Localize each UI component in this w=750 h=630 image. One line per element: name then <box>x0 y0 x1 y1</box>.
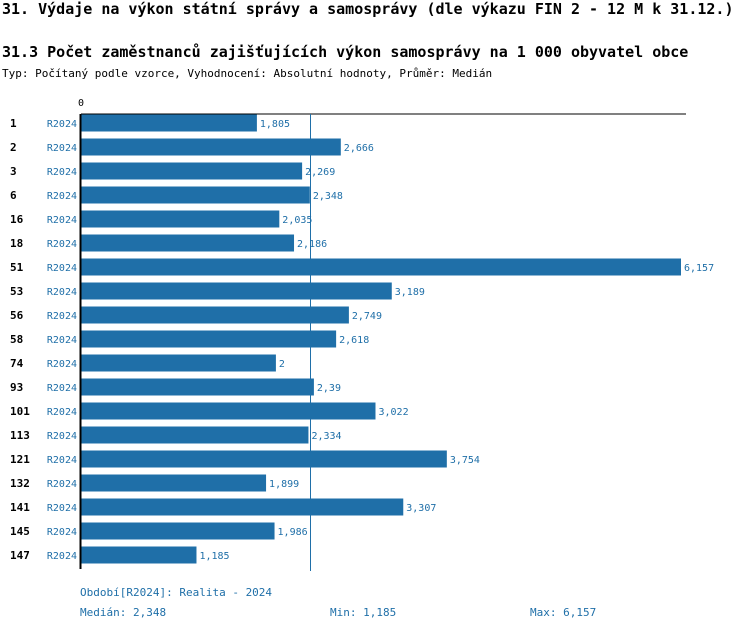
value-label: 3,307 <box>406 503 436 514</box>
bar-18 <box>81 234 295 252</box>
period-label: R2024 <box>47 287 77 298</box>
bar-51 <box>81 258 681 276</box>
period-label: R2024 <box>47 431 77 442</box>
period-label: R2024 <box>47 479 77 490</box>
bar-2 <box>81 138 341 156</box>
bar-113 <box>81 426 309 444</box>
value-label: 2,618 <box>339 335 369 346</box>
value-label: 2 <box>279 359 285 370</box>
period-label: R2024 <box>47 167 77 178</box>
value-label: 3,189 <box>395 287 425 298</box>
footer-median: Medián: 2,348 <box>80 606 167 619</box>
bar-16 <box>81 210 280 228</box>
category-label: 145 <box>10 525 30 538</box>
value-label: 2,666 <box>344 143 374 154</box>
period-label: R2024 <box>47 383 77 394</box>
category-label: 3 <box>10 165 17 178</box>
footer-period: Období[R2024]: Realita - 2024 <box>80 586 273 599</box>
value-label: 2,269 <box>305 167 335 178</box>
value-label: 2,348 <box>313 191 343 202</box>
category-label: 53 <box>10 285 23 298</box>
bar-6 <box>81 186 310 204</box>
value-label: 2,334 <box>311 431 341 442</box>
value-label: 2,035 <box>282 215 312 226</box>
period-label: R2024 <box>47 455 77 466</box>
period-label: R2024 <box>47 407 77 418</box>
category-label: 6 <box>10 189 17 202</box>
value-label: 2,749 <box>352 311 382 322</box>
value-label: 1,805 <box>260 119 290 130</box>
period-label: R2024 <box>47 503 77 514</box>
category-label: 16 <box>10 213 24 226</box>
category-label: 74 <box>10 357 24 370</box>
bar-121 <box>81 450 447 468</box>
category-label: 121 <box>10 453 30 466</box>
category-label: 2 <box>10 141 17 154</box>
chart-title: 31.3 Počet zaměstnanců zajišťujících výk… <box>2 43 689 61</box>
category-label: 132 <box>10 477 30 490</box>
category-label: 93 <box>10 381 23 394</box>
value-label: 3,754 <box>450 455 480 466</box>
category-label: 147 <box>10 549 30 562</box>
bar-93 <box>81 378 314 396</box>
value-label: 1,185 <box>199 551 229 562</box>
bar-132 <box>81 474 267 492</box>
value-label: 1,899 <box>269 479 299 490</box>
period-label: R2024 <box>47 215 77 226</box>
page-title: 31. Výdaje na výkon státní správy a samo… <box>2 0 734 18</box>
bar-147 <box>81 546 197 564</box>
bar-56 <box>81 306 349 324</box>
category-label: 141 <box>10 501 30 514</box>
category-label: 51 <box>10 261 24 274</box>
period-label: R2024 <box>47 311 77 322</box>
bar-74 <box>81 354 276 372</box>
period-label: R2024 <box>47 335 77 346</box>
period-label: R2024 <box>47 119 77 130</box>
category-label: 1 <box>10 117 17 130</box>
value-label: 3,022 <box>378 407 408 418</box>
category-label: 56 <box>10 309 24 322</box>
period-label: R2024 <box>47 263 77 274</box>
value-label: 2,39 <box>317 383 341 394</box>
category-label: 18 <box>10 237 23 250</box>
bar-101 <box>81 402 376 420</box>
period-label: R2024 <box>47 239 77 250</box>
footer-min: Min: 1,185 <box>330 606 397 619</box>
category-label: 113 <box>10 429 30 442</box>
bar-141 <box>81 498 404 516</box>
period-label: R2024 <box>47 551 77 562</box>
category-label: 101 <box>10 405 30 418</box>
footer-max: Max: 6,157 <box>530 606 597 619</box>
period-label: R2024 <box>47 143 77 154</box>
value-label: 1,986 <box>278 527 308 538</box>
value-label: 6,157 <box>684 263 714 274</box>
period-label: R2024 <box>47 527 77 538</box>
bar-53 <box>81 282 392 300</box>
bar-58 <box>81 330 337 348</box>
value-label: 2,186 <box>297 239 327 250</box>
axis-zero-label: 0 <box>78 98 84 109</box>
period-label: R2024 <box>47 359 77 370</box>
bar-1 <box>81 114 257 132</box>
bar-145 <box>81 522 275 540</box>
period-label: R2024 <box>47 191 77 202</box>
category-label: 58 <box>10 333 23 346</box>
bar-3 <box>81 162 303 180</box>
chart-meta: Typ: Počítaný podle vzorce, Vyhodnocení:… <box>2 67 493 80</box>
